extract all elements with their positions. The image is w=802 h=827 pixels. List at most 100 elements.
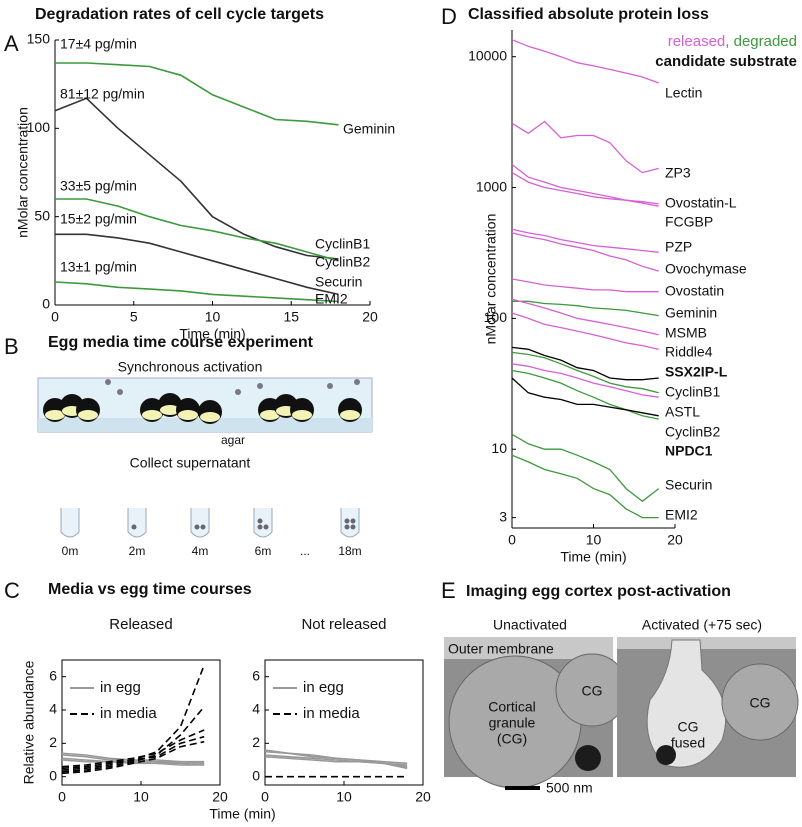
membrane-band — [444, 637, 613, 659]
series-line — [511, 278, 659, 293]
series-label: CyclinB1 — [315, 236, 370, 252]
series-label: Geminin — [343, 121, 395, 137]
egg-yolk — [292, 410, 312, 420]
series-line — [61, 735, 205, 771]
series-label: Lectin — [665, 85, 702, 101]
series-label: Ovostatin-L — [665, 195, 737, 211]
series-line — [511, 363, 659, 398]
y-tick-label: 50 — [34, 207, 50, 223]
series-line — [264, 755, 408, 766]
tube-dot — [200, 524, 206, 530]
x-tick-label: 0 — [508, 532, 516, 548]
series-label: ASTL — [665, 404, 700, 420]
series-label: FCGBP — [665, 214, 713, 230]
series-line — [55, 233, 339, 296]
y-tick-label: 10000 — [468, 47, 507, 63]
y-axis-label: Relative abundance — [21, 660, 37, 784]
dark-body — [656, 745, 676, 765]
tube — [60, 508, 80, 538]
legend-label: in egg — [303, 679, 344, 696]
tube-dot — [344, 524, 350, 530]
rate-annotation: 13±1 pg/min — [60, 259, 137, 275]
agar-layer — [38, 418, 372, 432]
series-line — [511, 163, 659, 205]
chart-title: Released — [109, 616, 172, 633]
panel-letter: E — [441, 578, 456, 603]
series-label: Ovochymase — [665, 261, 747, 277]
legend-label: , degraded — [725, 33, 797, 50]
membrane-band — [617, 637, 796, 649]
image-label: Outer membrane — [448, 641, 554, 657]
tube-label: 18m — [338, 544, 361, 558]
tube-dot — [194, 524, 200, 530]
y-tick-label: 1000 — [476, 178, 507, 194]
x-tick-label: 0 — [51, 309, 59, 325]
step-label: Synchronous activation — [118, 359, 263, 375]
image-label: Cortical — [488, 699, 535, 715]
series-line — [511, 298, 659, 336]
tube-label: 4m — [192, 544, 209, 558]
image-title: Activated (+75 sec) — [642, 617, 762, 633]
y-tick-label: 0 — [49, 767, 57, 783]
series-line — [511, 346, 659, 381]
tube-dot — [350, 518, 356, 524]
egg-yolk — [142, 410, 162, 420]
series-line — [511, 351, 659, 394]
x-tick-label: 20 — [667, 532, 683, 548]
series-line — [55, 198, 339, 262]
legend-label: in egg — [100, 679, 141, 696]
x-tick-label: 10 — [205, 309, 221, 325]
protein-dot — [257, 383, 263, 389]
series-label: Securin — [315, 274, 362, 290]
image-label: (CG) — [497, 731, 527, 747]
image-title: Unactivated — [493, 617, 567, 633]
egg-yolk — [340, 410, 360, 420]
static-layer — [37, 377, 799, 790]
tube — [127, 508, 147, 538]
series-label: NPDC1 — [665, 443, 713, 459]
protein-dot — [354, 379, 360, 385]
series-line — [54, 97, 339, 260]
series-line — [511, 39, 659, 84]
series-line — [511, 228, 659, 253]
image-label: CG — [678, 719, 699, 735]
tube — [190, 508, 210, 538]
series-label: Riddle4 — [665, 344, 713, 360]
series-label: CyclinB2 — [665, 424, 720, 440]
series-label: Geminin — [665, 305, 717, 321]
y-tick-label: 6 — [252, 667, 260, 683]
chart-title: Classified absolute protein loss — [468, 6, 709, 23]
y-tick-label: 100 — [27, 119, 51, 135]
legend-label: in media — [303, 705, 360, 722]
rate-annotation: 33±5 pg/min — [60, 178, 137, 194]
x-tick-label: 20 — [415, 789, 431, 805]
rate-annotation: 17±4 pg/min — [60, 36, 137, 52]
tube-dot — [131, 524, 137, 530]
y-tick-label: 10 — [491, 440, 507, 456]
tubes — [60, 508, 360, 538]
y-tick-label: 0 — [42, 296, 50, 312]
protein-dot — [117, 389, 123, 395]
legend-label: candidate substrate — [655, 53, 797, 70]
rate-annotation: 15±2 pg/min — [60, 211, 137, 227]
step-label: Collect supernatant — [130, 455, 251, 471]
x-axis-label: Time (min) — [560, 549, 626, 565]
series-line — [264, 754, 408, 768]
panel-letter: B — [4, 334, 19, 359]
series-line — [54, 281, 339, 303]
image-label: CG — [750, 695, 771, 711]
tube-dot — [257, 518, 263, 524]
tube-label: ... — [300, 544, 310, 558]
rate-annotation: 81±12 pg/min — [60, 86, 145, 102]
chart-title: Degradation rates of cell cycle targets — [35, 6, 324, 23]
y-tick-label: 2 — [49, 734, 57, 750]
y-axis-label: nMolar concentration — [483, 214, 499, 345]
eggs — [43, 379, 362, 424]
panel-title: Media vs egg time courses — [48, 581, 252, 598]
x-axis-label: Time (min) — [209, 806, 275, 822]
x-tick-label: 20 — [212, 789, 228, 805]
y-tick-label: 100 — [484, 309, 508, 325]
x-tick-label: 10 — [336, 789, 352, 805]
y-tick-label: 4 — [252, 701, 260, 717]
